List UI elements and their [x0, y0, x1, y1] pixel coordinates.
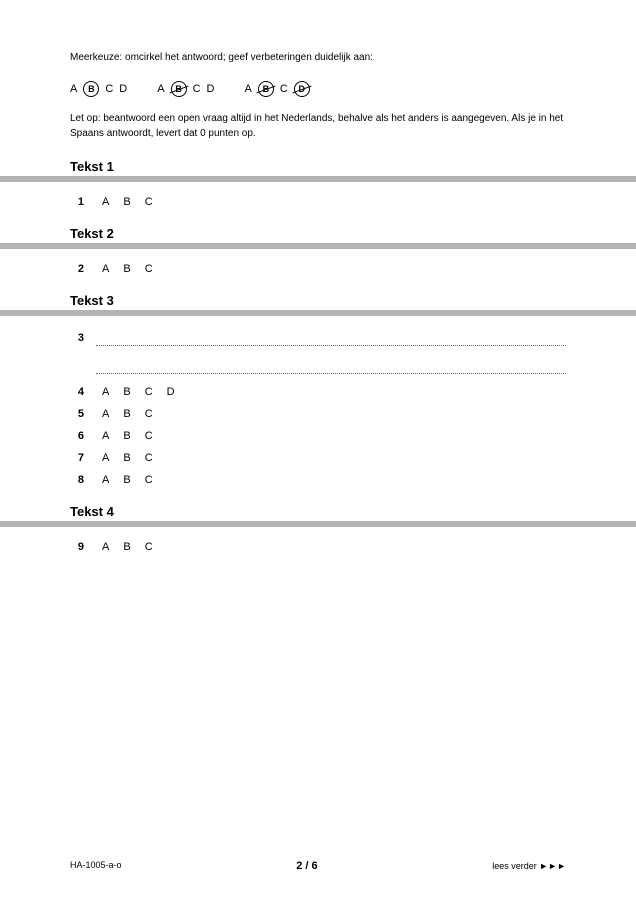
- footer-left: HA-1005-a-o: [70, 860, 122, 872]
- examples-row: ABCDABCDABCD: [70, 81, 566, 97]
- example-item: ABCD: [70, 81, 127, 97]
- question-number: 6: [70, 430, 84, 442]
- example-item: ABCD: [245, 81, 310, 97]
- answer-letters: A B C: [102, 452, 153, 464]
- answer-option[interactable]: A: [102, 541, 109, 553]
- answer-option[interactable]: C: [145, 386, 153, 398]
- page-footer: HA-1005-a-o 2 / 6 lees verder ►►►: [70, 860, 566, 872]
- answer-option[interactable]: B: [123, 196, 130, 208]
- answer-option[interactable]: C: [145, 263, 153, 275]
- instructions-note: Let op: beantwoord een open vraag altijd…: [70, 111, 566, 141]
- answer-option[interactable]: B: [123, 263, 130, 275]
- question-number: 2: [70, 263, 84, 275]
- answer-option[interactable]: C: [145, 474, 153, 486]
- section-divider: [0, 243, 636, 249]
- answer-option[interactable]: A: [102, 263, 109, 275]
- section-title: Tekst 1: [70, 159, 566, 174]
- struck-letter: D: [294, 81, 310, 97]
- answer-option[interactable]: B: [123, 430, 130, 442]
- answer-letters: A B C: [102, 408, 153, 420]
- letter: A: [70, 83, 77, 95]
- question-number: 9: [70, 541, 84, 553]
- question-row: 1 A B C: [70, 196, 566, 208]
- answer-line[interactable]: [96, 358, 566, 374]
- footer-right: lees verder ►►►: [492, 860, 566, 872]
- section-divider: [0, 176, 636, 182]
- answer-option[interactable]: A: [102, 430, 109, 442]
- answer-option[interactable]: A: [102, 474, 109, 486]
- answer-option[interactable]: B: [123, 541, 130, 553]
- section-title: Tekst 4: [70, 504, 566, 519]
- answer-option[interactable]: B: [123, 452, 130, 464]
- answer-line[interactable]: [96, 330, 566, 346]
- question-row: 8 A B C: [70, 474, 566, 486]
- question-number: 5: [70, 408, 84, 420]
- answer-letters: A B C: [102, 541, 153, 553]
- letter: A: [245, 83, 252, 95]
- question-number: 8: [70, 474, 84, 486]
- answer-option[interactable]: C: [145, 196, 153, 208]
- question-row: 5 A B C: [70, 408, 566, 420]
- section-divider: [0, 310, 636, 316]
- answer-option[interactable]: C: [145, 430, 153, 442]
- question-row: 7 A B C: [70, 452, 566, 464]
- answer-option[interactable]: A: [102, 452, 109, 464]
- question-number: 1: [70, 196, 84, 208]
- answer-letters: A B C: [102, 196, 153, 208]
- answer-option[interactable]: A: [102, 386, 109, 398]
- letter: D: [207, 83, 215, 95]
- answer-option[interactable]: A: [102, 196, 109, 208]
- question-row: 6 A B C: [70, 430, 566, 442]
- answer-letters: A B C D: [102, 386, 175, 398]
- letter: C: [280, 83, 288, 95]
- question-number: 4: [70, 386, 84, 398]
- question-row: 4 A B C D: [70, 386, 566, 398]
- letter: C: [193, 83, 201, 95]
- section-title: Tekst 3: [70, 293, 566, 308]
- question-number: 7: [70, 452, 84, 464]
- example-item: ABCD: [157, 81, 214, 97]
- section-divider: [0, 521, 636, 527]
- struck-letter: B: [171, 81, 187, 97]
- circled-letter: B: [83, 81, 99, 97]
- letter: C: [105, 83, 113, 95]
- answer-option[interactable]: B: [123, 386, 130, 398]
- answer-letters: A B C: [102, 474, 153, 486]
- answer-letters: A B C: [102, 430, 153, 442]
- answer-option[interactable]: B: [123, 408, 130, 420]
- answer-letters: A B C: [102, 263, 153, 275]
- answer-option[interactable]: D: [167, 386, 175, 398]
- answer-option[interactable]: C: [145, 408, 153, 420]
- letter: A: [157, 83, 164, 95]
- open-question: 3: [70, 330, 566, 374]
- question-row: 2 A B C: [70, 263, 566, 275]
- answer-option[interactable]: C: [145, 541, 153, 553]
- instructions-line: Meerkeuze: omcirkel het antwoord; geef v…: [70, 50, 566, 65]
- question-number: 3: [70, 330, 84, 344]
- answer-option[interactable]: B: [123, 474, 130, 486]
- answer-option[interactable]: A: [102, 408, 109, 420]
- footer-center: 2 / 6: [296, 860, 317, 872]
- struck-letter: B: [258, 81, 274, 97]
- answer-option[interactable]: C: [145, 452, 153, 464]
- question-row: 9 A B C: [70, 541, 566, 553]
- letter: D: [119, 83, 127, 95]
- section-title: Tekst 2: [70, 226, 566, 241]
